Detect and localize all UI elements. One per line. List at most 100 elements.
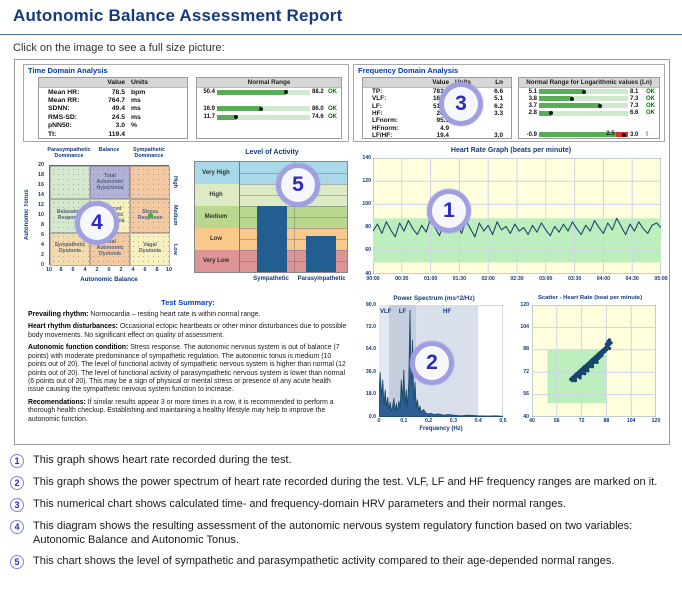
- frequency-domain-panel: Frequency Domain Analysis ValueUnitsLnTP…: [353, 64, 665, 142]
- value-marker: [548, 111, 553, 116]
- axis-tick: 00:30: [395, 276, 409, 282]
- autonomic-balance-axis-label: Autonomic Balance: [80, 276, 138, 283]
- range-high: 8.1: [630, 88, 639, 95]
- axis-tick: 0: [377, 418, 381, 424]
- table-row: TI: 119.4: [39, 130, 187, 138]
- axis-tick: 8: [41, 222, 44, 228]
- param-name: HFnorm:: [372, 124, 399, 132]
- summary-paragraph: Heart rhythm disturbances: Occasional ec…: [28, 323, 348, 340]
- axis-tick: 00:00: [366, 276, 380, 282]
- param-value: 783.1: [433, 88, 449, 96]
- annotation-number: 4: [10, 520, 24, 534]
- heart-rate-plot: [373, 158, 661, 274]
- axis-tick: 104: [520, 323, 529, 330]
- quadrant-cell: Vagal Dystonia: [130, 232, 170, 266]
- table-row: HF:26.4ms2/Hz3.3: [363, 110, 511, 117]
- param-name: VLF:: [372, 95, 387, 103]
- axis-tick: 54.0: [365, 346, 376, 353]
- normal-range-header: Normal Range: [197, 78, 341, 88]
- range-track: [217, 114, 310, 120]
- axis-tick: 10: [166, 267, 172, 273]
- value-marker: [622, 132, 627, 137]
- activity-plot-area: [239, 162, 347, 272]
- value-marker: [581, 89, 586, 94]
- axis-tick: 0.2: [424, 418, 433, 424]
- range-exceeded: [616, 132, 628, 138]
- param-name: LFnorm:: [372, 117, 398, 125]
- frequency-domain-table: ValueUnitsLnTP:783.1ms2/Hz6.6VLF:163.7ms…: [362, 77, 512, 139]
- range-track: [217, 106, 310, 112]
- assessment-result-marker: [147, 212, 153, 218]
- axis-tick: 03:30: [567, 276, 582, 282]
- axis-tick: 01:30: [452, 276, 467, 282]
- frequency-axis-label: Frequency (Hz): [419, 426, 463, 432]
- annotation-text: This graph shows heart rate recorded dur…: [33, 454, 292, 466]
- callout-badge-4: 4: [75, 201, 119, 245]
- table-row: pNN50: 3.0%: [39, 122, 187, 130]
- tonus-label-high: High: [172, 176, 178, 188]
- param-ln: 3.0: [494, 131, 503, 139]
- quadrant-cell: [50, 166, 90, 200]
- summary-text: Normocardia – resting heart rate is with…: [88, 311, 261, 318]
- summary-paragraph: Autonomic function condition: Stress res…: [28, 344, 348, 395]
- table-row: LF/HF: 19.4 3.0: [363, 131, 511, 139]
- axis-tick: 56: [523, 391, 529, 398]
- activity-bar-label: Parasympathetic: [297, 276, 346, 282]
- axis-tick: 01:00: [423, 276, 438, 282]
- svg-text:VLF: VLF: [380, 309, 392, 315]
- heart-rate-y-ticks: 140 120 100 80 60 40: [357, 154, 372, 277]
- param-value: 119.4: [108, 130, 125, 138]
- axis-tick: 18: [38, 172, 44, 178]
- summary-text: Stress response. The autonomic nervous s…: [28, 344, 346, 394]
- scatter-title: Scatter - Heart Rate (beat per minute): [537, 295, 643, 301]
- quadrant-header-parasympathetic: Parasympathetic Dominance: [47, 147, 91, 159]
- time-domain-normal-range: Normal Range 50.4 88.2 OK 16.9 86.0 OK 11.7 74.…: [196, 77, 342, 139]
- param-name: TI:: [48, 130, 57, 138]
- axis-tick: 40: [529, 418, 535, 424]
- title-divider: [0, 34, 682, 35]
- axis-tick: 0.0: [368, 413, 376, 420]
- gridline: [240, 217, 347, 218]
- table-row: LFnorm: 95.1: [363, 117, 511, 124]
- axis-tick: 0.3: [449, 418, 457, 424]
- range-low: 3.8: [528, 95, 537, 102]
- gridline: [240, 261, 347, 262]
- axis-tick: 0.1: [400, 418, 408, 424]
- report-image[interactable]: Time Domain Analysis Value Units Mean HR: 7…: [14, 59, 670, 445]
- param-units: ms: [131, 105, 141, 113]
- range-status: OK: [328, 114, 337, 121]
- axis-tick: 88: [603, 418, 610, 424]
- axis-tick: 40: [365, 270, 371, 277]
- axis-tick: 6: [71, 267, 75, 273]
- table-row: LF:513.0ms2/Hz6.2: [363, 103, 511, 110]
- page-title: Autonomic Balance Assessment Report: [13, 6, 343, 25]
- range-fill: [539, 103, 601, 109]
- range-high: 7.3: [630, 95, 639, 102]
- axis-tick: 120: [362, 177, 371, 184]
- axis-tick: 120: [651, 418, 661, 424]
- param-value: 764.7: [107, 97, 125, 105]
- param-value: 19.4: [436, 131, 449, 139]
- activity-bar: [306, 235, 337, 272]
- range-fill: [539, 132, 617, 138]
- axis-tick: 2: [95, 267, 99, 273]
- table-header-row: Value Units: [39, 78, 187, 88]
- normal-range-bar: 16.9 86.0 OK: [199, 105, 339, 113]
- axis-tick: 140: [362, 154, 371, 161]
- param-value: 4.9: [440, 124, 449, 132]
- annotation-item: 2 This graph shows the power spectrum of …: [10, 475, 682, 490]
- range-track: [539, 103, 628, 109]
- range-track: [539, 89, 628, 95]
- annotation-item: 1 This graph shows heart rate recorded du…: [10, 453, 682, 468]
- quadrant-x-ticks: 10 8 6 4 2 0 2 4 6 8 10: [46, 267, 172, 274]
- range-low: 11.7: [203, 114, 215, 121]
- scatter-plot: [532, 305, 656, 417]
- axis-tick: 0.5: [499, 418, 507, 424]
- normal-range-bar: 5.1 8.1 OK: [521, 88, 657, 95]
- range-low: 50.4: [203, 89, 215, 96]
- param-ln: 3.3: [494, 110, 503, 118]
- axis-tick: 0.4: [474, 418, 482, 424]
- param-name: SDNN:: [48, 105, 70, 113]
- power-spectrum-x-ticks: 0 0.1 0.2 0.3 0.4 0.5: [377, 418, 507, 425]
- quadrant-cell: [130, 166, 170, 200]
